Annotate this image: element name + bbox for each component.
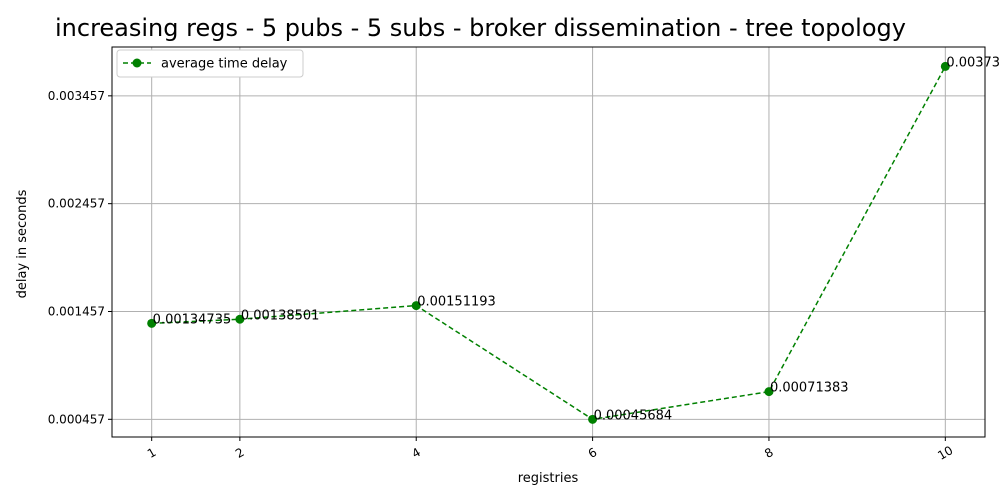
- x-axis-label: registries: [518, 471, 579, 486]
- data-point: [147, 318, 157, 328]
- data-point: [940, 61, 950, 71]
- data-label: 0.00138501: [241, 308, 320, 323]
- data-label: 0.00071383: [770, 381, 849, 396]
- chart-title: increasing regs - 5 pubs - 5 subs - brok…: [55, 14, 906, 42]
- x-tick-label: 4: [409, 445, 423, 461]
- data-label: 0.00045684: [594, 408, 673, 423]
- data-point: [235, 314, 245, 324]
- legend-marker: [132, 58, 142, 68]
- y-tick-label: 0.003457: [48, 89, 105, 103]
- data-labels: 0.00134735 0.00138501 0.00151193 0.00045684…: [153, 55, 1000, 423]
- x-tick-label: 2: [233, 445, 247, 461]
- x-tick-label: 10: [935, 443, 955, 463]
- series-line: [151, 66, 946, 421]
- y-axis-label: delay in seconds: [15, 189, 30, 298]
- legend: average time delay: [116, 49, 304, 78]
- plot-frame: [111, 46, 986, 438]
- y-tick-label: 0.002457: [48, 197, 105, 211]
- data-point: [764, 387, 774, 397]
- data-label: 0.00373: [946, 55, 1000, 70]
- series-layer: [147, 61, 950, 424]
- axis-ticks: 1 2 4 6 8 10 0.000457 0.001457 0.002457 0.003457: [48, 89, 956, 463]
- x-tick-label: 6: [586, 445, 600, 461]
- y-tick-label: 0.001457: [48, 304, 105, 318]
- data-point: [411, 301, 421, 311]
- legend-box: [116, 49, 304, 78]
- y-tick-label: 0.000457: [48, 412, 105, 426]
- grid: [112, 47, 985, 437]
- data-point: [588, 414, 598, 424]
- data-label: 0.00134735: [153, 312, 232, 327]
- data-label: 0.00151193: [417, 295, 496, 310]
- x-tick-label: 8: [762, 445, 776, 461]
- legend-label: average time delay: [161, 57, 288, 72]
- x-tick-label: 1: [145, 445, 159, 461]
